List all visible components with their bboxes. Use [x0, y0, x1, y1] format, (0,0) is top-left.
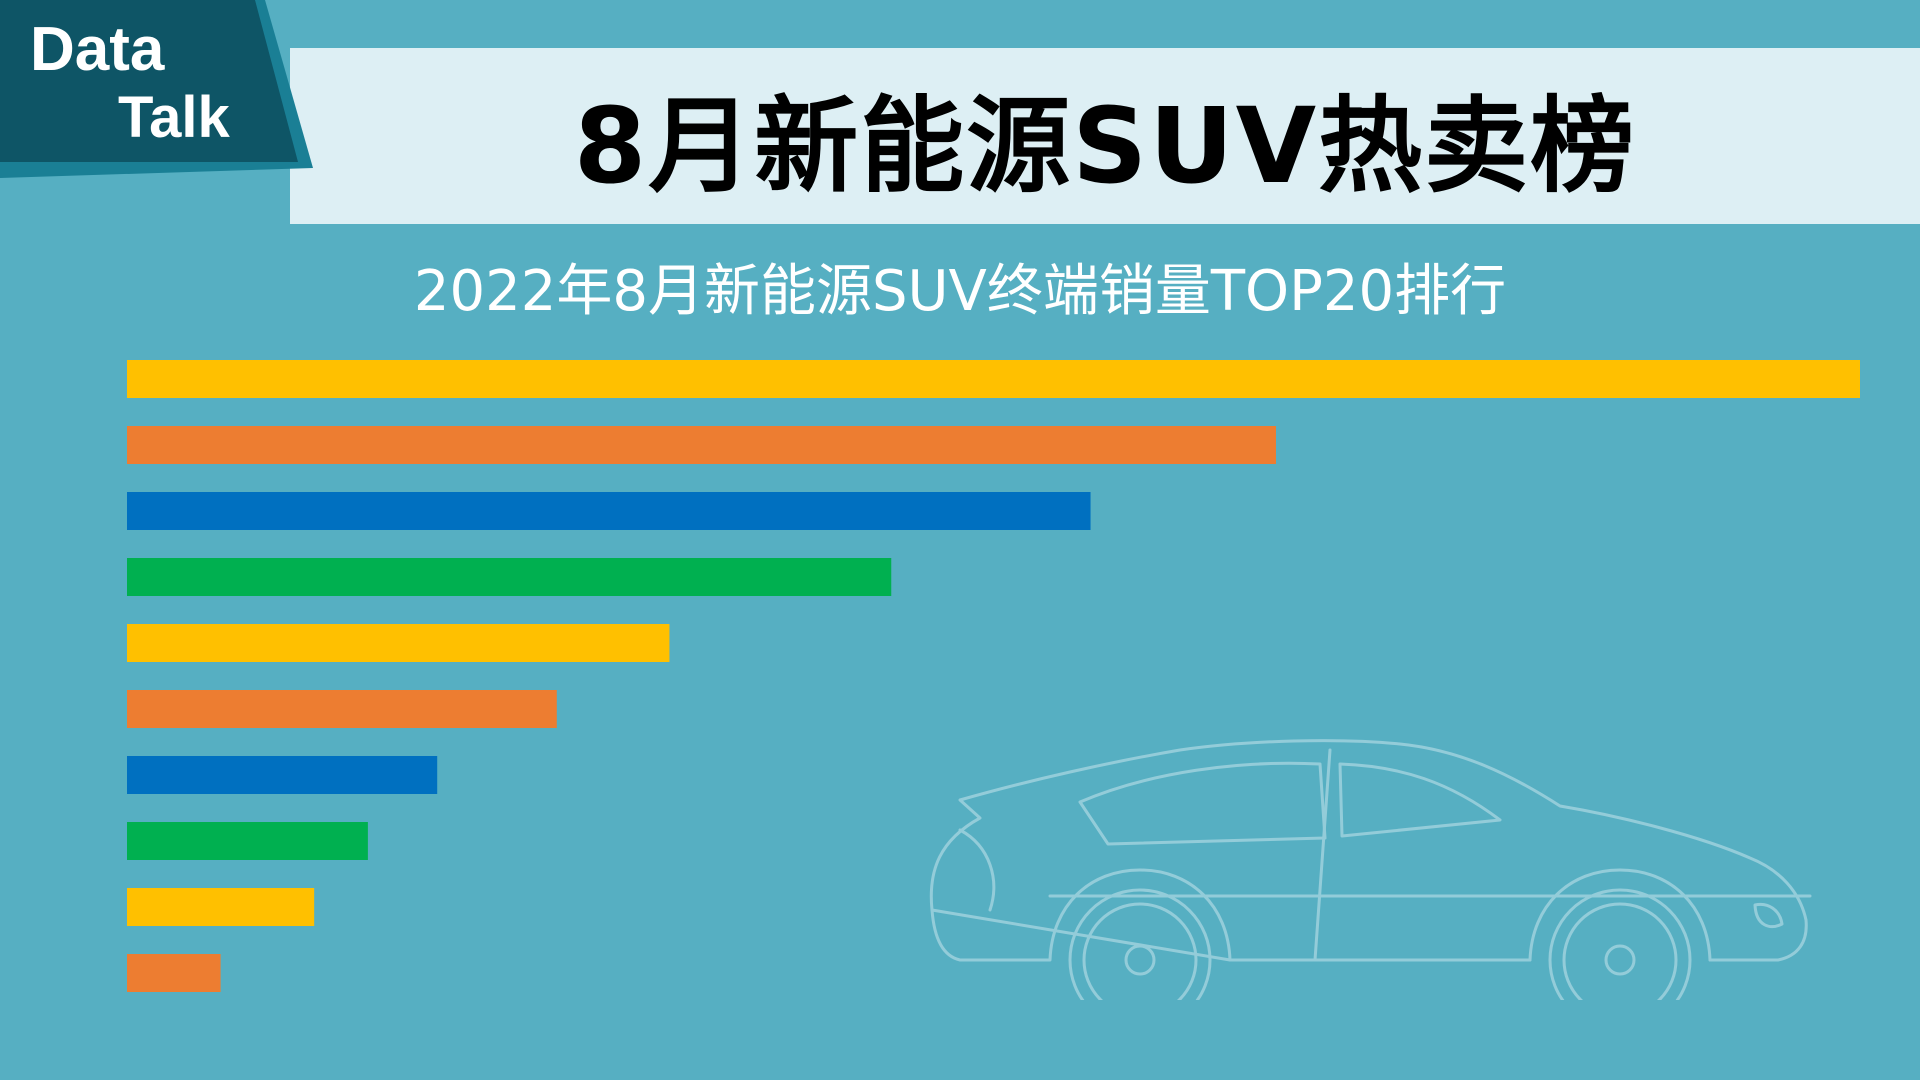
bar-2 [127, 426, 1276, 464]
bar-4 [127, 558, 892, 596]
logo-badge [0, 0, 313, 178]
bar-6 [127, 690, 557, 728]
bar-5 [127, 624, 670, 662]
bar-10 [127, 954, 221, 992]
car-outline-icon [929, 739, 1812, 1000]
bar-3 [127, 492, 1091, 530]
logo-dark-shape [0, 0, 298, 162]
title-banner [290, 48, 1920, 224]
page-title: 8月新能源SUV热卖榜 [573, 84, 1637, 207]
bar-7 [127, 756, 438, 794]
logo-text-talk: Talk [118, 85, 230, 150]
bar-8 [127, 822, 368, 860]
bar-9 [127, 888, 315, 926]
logo-text-data: Data [30, 15, 165, 84]
chart-title: 2022年8月新能源SUV终端销量TOP20排行 [413, 259, 1507, 324]
bar-1 [127, 360, 1860, 398]
